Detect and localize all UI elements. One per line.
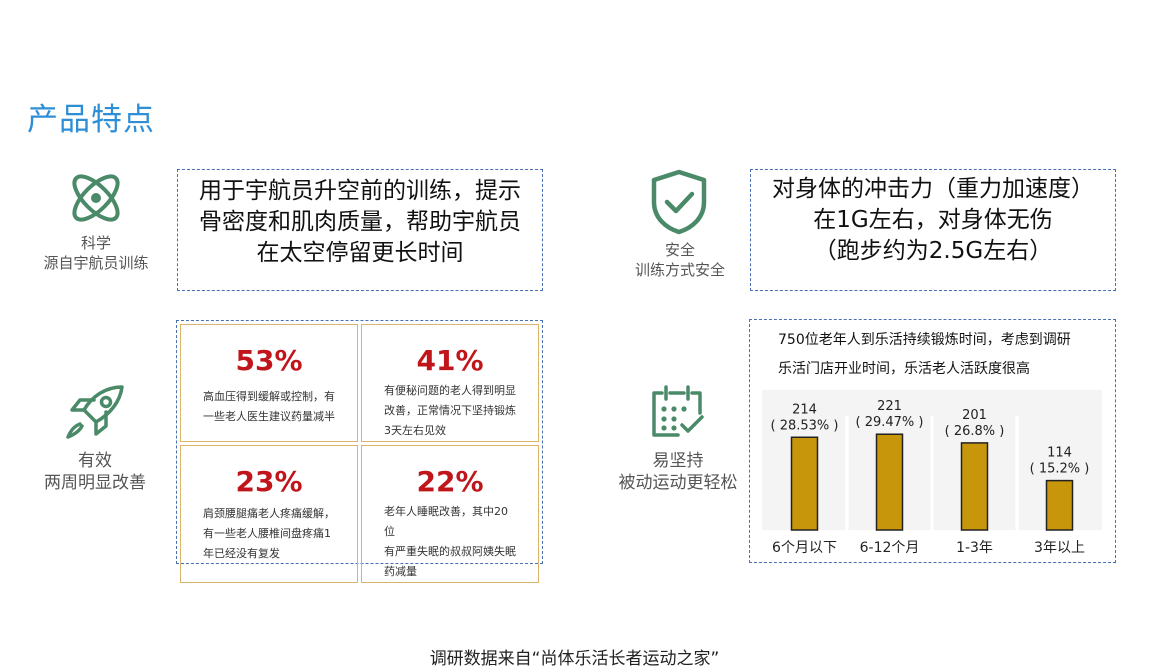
chart-percent-label: ( 26.8% ) (945, 424, 1005, 439)
calendar-check-icon (648, 385, 706, 439)
stat-card: 53% 高血压得到缓解或控制，有 一些老人医生建议药量减半 (180, 324, 358, 442)
easy-label-subtitle: 被动运动更轻松 (618, 473, 738, 493)
activity-chart: 750位老年人到乐活持续锻炼时间，考虑到调研 乐活门店开业时间，乐活老人活跃度很… (749, 319, 1116, 563)
stat-line: 年已经没有复发 (203, 547, 280, 560)
chart-category-label: 6个月以下 (772, 540, 837, 556)
effective-label-title: 有效 (78, 451, 112, 471)
stat-card: 41% 有便秘问题的老人得到明显 改善，正常情况下坚持锻炼 3天左右见效 (361, 324, 539, 442)
science-desc-line: 骨密度和肌肉质量，帮助宇航员 (199, 209, 521, 235)
safety-desc-box: 对身体的冲击力（重力加速度） 在1G左右，对身体无伤 （跑步约为2.5G左右） (750, 169, 1116, 291)
source-note: 调研数据来自“尚体乐活长者运动之家” (429, 649, 720, 669)
safety-label-title: 安全 (664, 241, 695, 259)
chart-title-line: 乐活门店开业时间，乐活老人活跃度很高 (778, 361, 1030, 377)
chart-plot: 214( 28.53% ) 6个月以下 221( 29.47% ) 6-12个月 201… (762, 390, 1102, 556)
science-desc-line: 用于宇航员升空前的训练，提示 (199, 178, 521, 204)
stat-line: 药减量 (384, 565, 417, 578)
chart-bar (875, 433, 904, 531)
science-label-title: 科学 (80, 234, 111, 252)
stat-description: 有便秘问题的老人得到明显 改善，正常情况下坚持锻炼 3天左右见效 (372, 381, 528, 441)
stat-line: 老年人睡眠改善，其中20位 (384, 505, 508, 538)
chart-value-label: 114 (1047, 446, 1072, 461)
stat-line: 有便秘问题的老人得到明显 (384, 384, 516, 397)
stat-card: 22% 老年人睡眠改善，其中20位 有严重失眠的叔叔阿姨失眠 药减量 (361, 445, 539, 583)
chart-value-label: 214 (792, 402, 817, 417)
page-title: 产品特点 (27, 102, 155, 138)
chart-value-label: 221 (877, 399, 902, 414)
atom-icon (62, 168, 130, 228)
safety-desc-line: 在1G左右，对身体无伤 (813, 207, 1053, 233)
stat-card: 23% 肩颈腰腿痛老人疼痛缓解， 有一些老人腰椎间盘疼痛1 年已经没有复发 (180, 445, 358, 583)
chart-category-label: 6-12个月 (860, 540, 920, 556)
stat-description: 高血压得到缓解或控制，有 一些老人医生建议药量减半 (191, 387, 347, 427)
stat-description: 老年人睡眠改善，其中20位 有严重失眠的叔叔阿姨失眠 药减量 (372, 502, 528, 582)
safety-label: 安全 训练方式安全 (605, 240, 755, 280)
chart-bar (960, 442, 989, 531)
stat-line: 有严重失眠的叔叔阿姨失眠 (384, 545, 516, 558)
stat-percent: 22% (416, 465, 484, 498)
chart-percent-label: ( 28.53% ) (771, 418, 839, 433)
easy-label-title: 易坚持 (652, 451, 704, 471)
effective-label-subtitle: 两周明显改善 (44, 473, 146, 493)
stat-percent: 41% (416, 344, 484, 377)
effectiveness-stats-grid: 53% 高血压得到缓解或控制，有 一些老人医生建议药量减半 41% 有便秘问题的… (176, 320, 543, 583)
chart-percent-label: ( 29.47% ) (856, 415, 924, 430)
easy-label: 易坚持 被动运动更轻松 (602, 450, 754, 494)
chart-percent-label: ( 15.2% ) (1030, 462, 1090, 477)
stat-description: 肩颈腰腿痛老人疼痛缓解， 有一些老人腰椎间盘疼痛1 年已经没有复发 (191, 504, 347, 564)
chart-value-label: 201 (962, 408, 987, 423)
effective-label: 有效 两周明显改善 (20, 450, 170, 494)
science-desc-line: 在太空停留更长时间 (256, 240, 464, 266)
chart-title: 750位老年人到乐活持续锻炼时间，考虑到调研 乐活门店开业时间，乐活老人活跃度很… (750, 320, 1115, 384)
stat-line: 肩颈腰腿痛老人疼痛缓解， (203, 507, 335, 520)
stat-line: 改善，正常情况下坚持锻炼 (384, 404, 516, 417)
chart-category-label: 3年以上 (1034, 540, 1085, 556)
stat-line: 一些老人医生建议药量减半 (203, 410, 335, 423)
safety-label-subtitle: 训练方式安全 (634, 261, 725, 279)
safety-desc-line: （跑步约为2.5G左右） (813, 238, 1053, 264)
stat-line: 有一些老人腰椎间盘疼痛1 (203, 527, 331, 540)
stat-line: 3天左右见效 (384, 424, 446, 437)
science-desc-box: 用于宇航员升空前的训练，提示 骨密度和肌肉质量，帮助宇航员 在太空停留更长时间 (177, 169, 543, 291)
stat-percent: 23% (235, 465, 303, 498)
chart-title-line: 750位老年人到乐活持续锻炼时间，考虑到调研 (778, 332, 1071, 348)
chart-category-label: 1-3年 (956, 540, 993, 556)
stat-percent: 53% (235, 344, 303, 377)
science-label-subtitle: 源自宇航员训练 (43, 254, 149, 272)
shield-check-icon (648, 168, 710, 236)
stat-line: 高血压得到缓解或控制，有 (203, 390, 335, 403)
safety-desc-line: 对身体的冲击力（重力加速度） (772, 176, 1094, 202)
chart-bar (1045, 479, 1074, 531)
chart-bar (790, 436, 819, 531)
rocket-icon (64, 384, 126, 440)
science-label: 科学 源自宇航员训练 (20, 233, 172, 273)
